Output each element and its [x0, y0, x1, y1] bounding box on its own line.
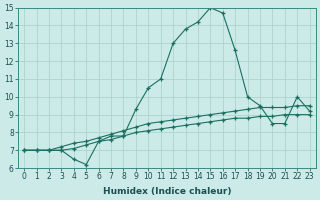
X-axis label: Humidex (Indice chaleur): Humidex (Indice chaleur)	[103, 187, 231, 196]
